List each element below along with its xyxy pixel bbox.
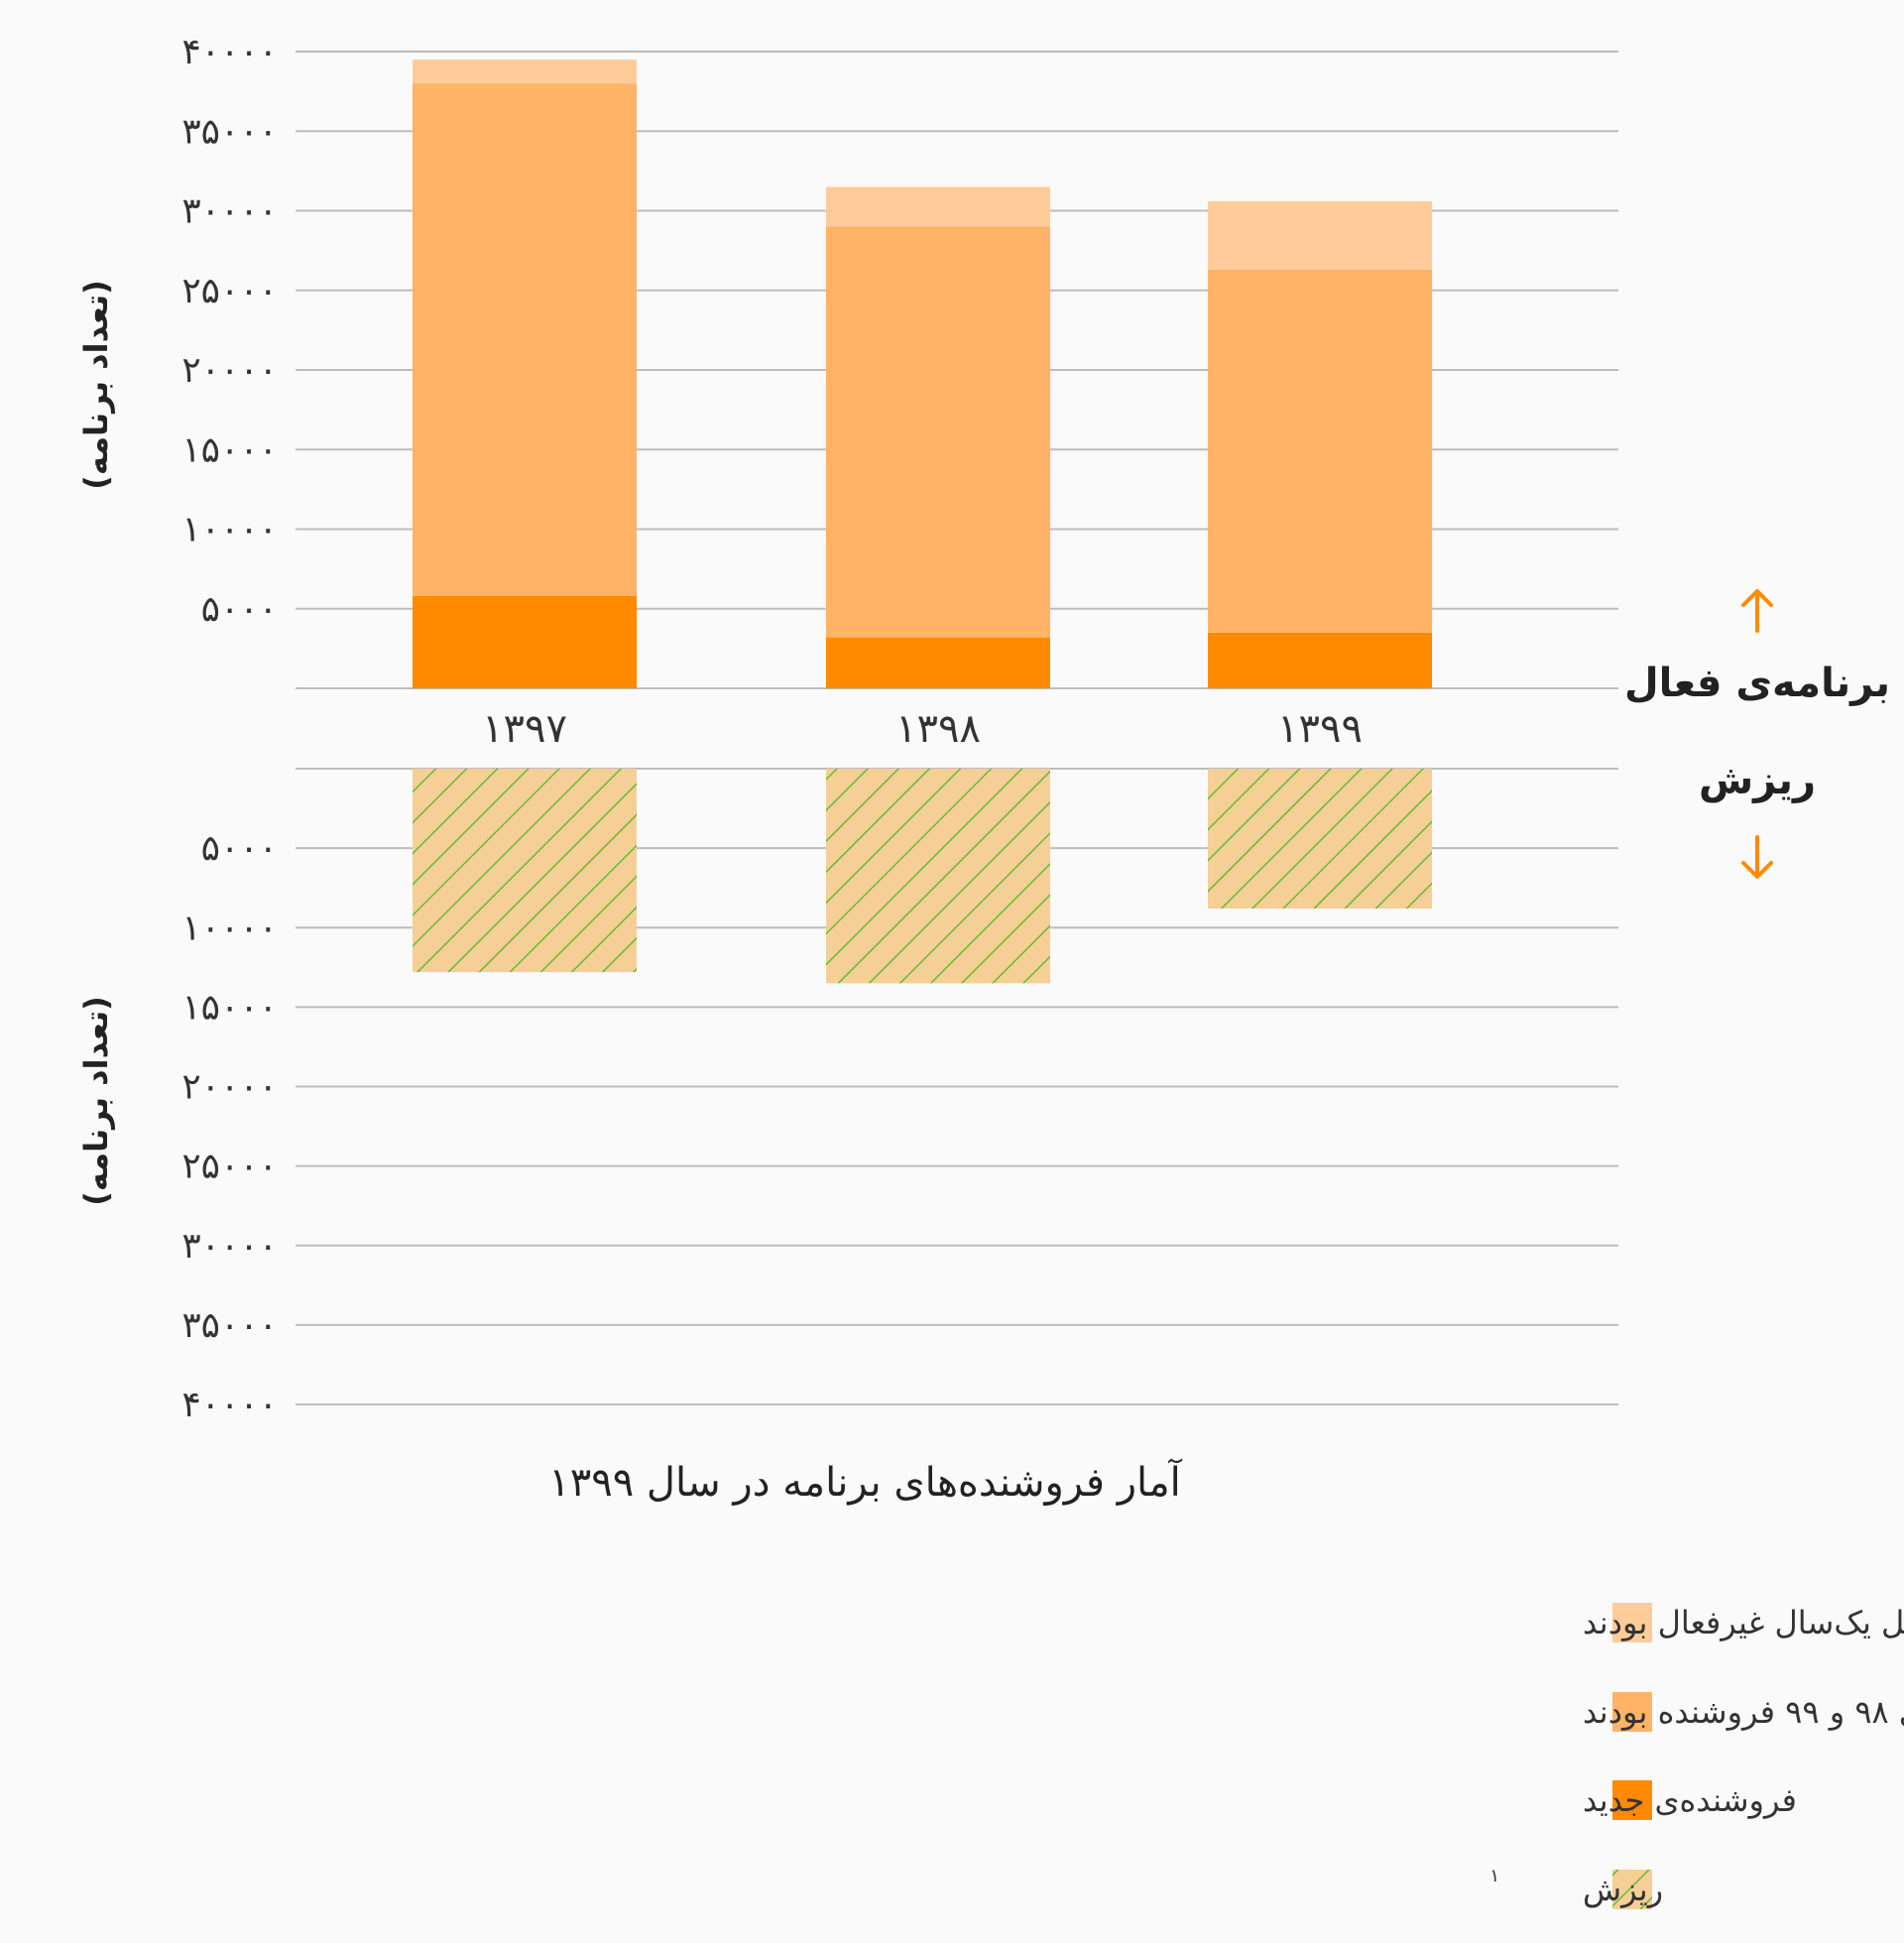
y-tick-label-upper: ۲۰۰۰۰ (181, 350, 278, 391)
bar-segment (826, 186, 1050, 227)
y-tick-label-upper: ۵۰۰۰ (201, 589, 278, 630)
y-tick-labels: ۵۰۰۰ ۵۰۰۰ ۱۰۰۰۰ ۱۰۰۰۰ ۱۵۰۰۰ ۱۵۰۰۰ ۲۰۰۰۰ ۲۰۰۰۰ ۲۵… (181, 32, 278, 1425)
legend-label: فروشنده‌ی جدید (1583, 1781, 1797, 1819)
chart-caption: آمار فروشنده‌های برنامه در سال ۱۳۹۹ (548, 1458, 1182, 1506)
x-category-label: ۱۳۹۸ (895, 706, 981, 752)
arrow-up-icon (1741, 589, 1773, 633)
arrow-down-icon (1741, 835, 1773, 879)
legend-swatch (1612, 1603, 1652, 1642)
y-tick-label-lower: ۱۰۰۰۰ (181, 908, 278, 948)
legend: برنامه‌هایی که حداقل یک‌سال غیرفعال بودن… (1489, 1603, 1904, 1909)
x-category-label: ۱۳۹۷ (482, 706, 567, 752)
y-tick-label-lower: ۳۵۰۰۰ (181, 1305, 278, 1346)
y-tick-label-upper: ۱۰۰۰۰ (181, 510, 278, 550)
legend-label: برنامه‌هایی که در سال‌های ۹۸ و ۹۹ فروشند… (1583, 1693, 1904, 1731)
y-axis-label-upper: (تعداد برنامه) (77, 280, 115, 490)
y-axis-label-lower: (تعداد برنامه) (77, 996, 115, 1206)
active-section-label: برنامه‌ی فعال (1624, 661, 1890, 706)
y-tick-label-lower: ۴۰۰۰۰ (181, 1385, 278, 1425)
bar-segment (413, 595, 637, 688)
legend-label: ریزش (1583, 1871, 1663, 1908)
y-tick-label-upper: ۳۰۰۰۰ (181, 191, 278, 232)
churn-bar (413, 769, 637, 973)
y-tick-label-lower: ۲۰۰۰۰ (181, 1067, 278, 1108)
y-tick-label-lower: ۳۰۰۰۰ (181, 1226, 278, 1267)
footnote-mark: ۱ (1489, 1866, 1499, 1886)
churn-bar (826, 769, 1050, 984)
x-category-label: ۱۳۹۹ (1277, 706, 1363, 752)
y-tick-label-upper: ۲۵۰۰۰ (181, 271, 278, 311)
y-tick-label-lower: ۲۵۰۰۰ (181, 1147, 278, 1187)
churn-bar (1208, 769, 1432, 910)
bar-segment (1208, 269, 1432, 633)
bar-segment (826, 637, 1050, 688)
bar-segment (826, 226, 1050, 638)
bar-segment (413, 83, 637, 596)
y-tick-label-lower: ۱۵۰۰۰ (181, 987, 278, 1028)
legend-label: برنامه‌هایی که حداقل یک‌سال غیرفعال بودن… (1583, 1604, 1904, 1641)
y-tick-label-upper: ۴۰۰۰۰ (181, 32, 278, 72)
y-tick-label-upper: ۱۵۰۰۰ (181, 429, 278, 470)
bar-segment (413, 60, 637, 84)
legend-swatch (1612, 1780, 1652, 1820)
category-labels: ۱۳۹۷ ۱۳۹۸ ۱۳۹۹ (482, 706, 1363, 752)
legend-swatch (1612, 1870, 1652, 1909)
bars (413, 60, 1432, 984)
legend-swatch (1612, 1692, 1652, 1732)
bar-segment (1208, 632, 1432, 688)
y-tick-label-lower: ۵۰۰۰ (201, 828, 278, 869)
bar-segment (1208, 200, 1432, 270)
y-tick-label-upper: ۳۵۰۰۰ (181, 111, 278, 152)
churn-section-label: ریزش (1699, 758, 1816, 803)
